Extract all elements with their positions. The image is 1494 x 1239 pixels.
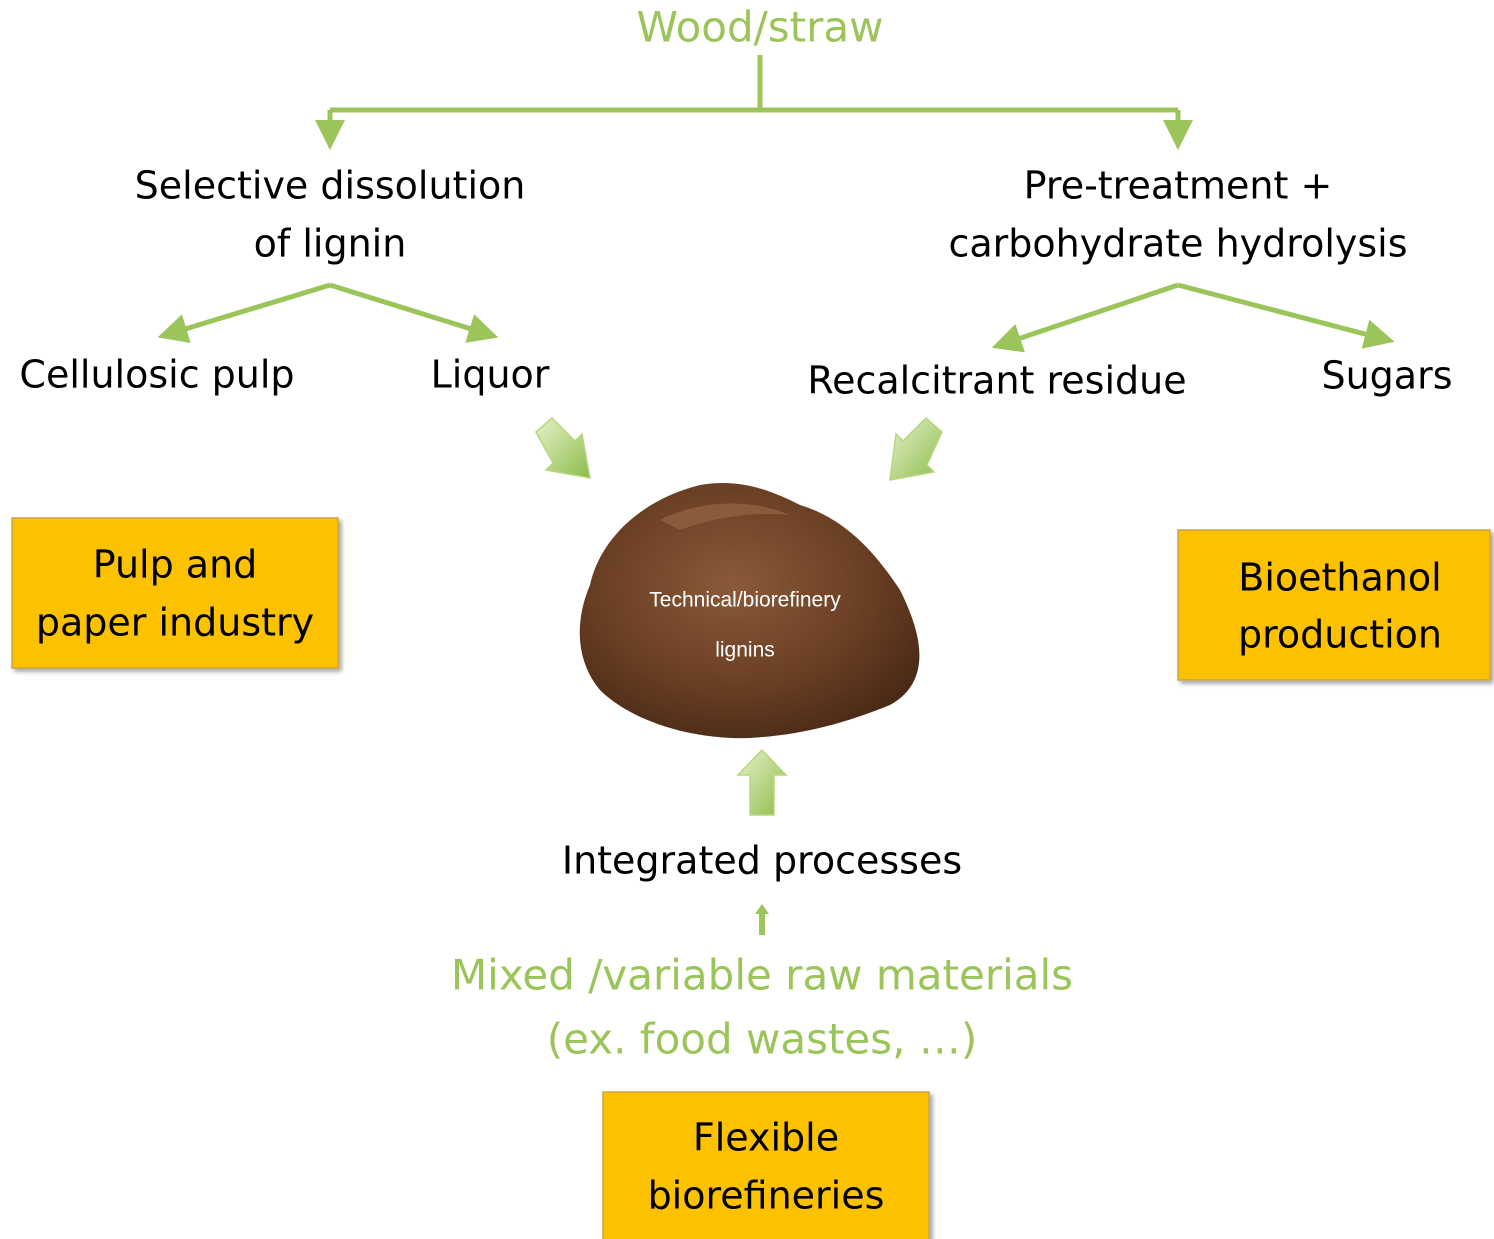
arrow [991, 282, 1179, 353]
block-arrow [736, 748, 788, 816]
center-label: lignins [715, 639, 775, 662]
arrow [157, 282, 331, 343]
lignin-powder [579, 482, 920, 739]
connector [330, 55, 1178, 113]
center-label: Technical/biorefinery [649, 589, 841, 612]
product: Liquor [431, 353, 550, 397]
flexible-box [602, 1091, 930, 1239]
integrated: Integrated processes [562, 839, 962, 883]
raw-materials: Mixed /variable raw materials [451, 951, 1073, 1000]
raw-materials: (ex. food wastes, …) [547, 1015, 977, 1064]
arrow [1177, 282, 1395, 349]
block-arrow [889, 416, 943, 481]
process: Selective dissolution [135, 164, 526, 208]
source: Wood/straw [637, 3, 884, 52]
industry-box [11, 517, 339, 669]
industry: Bioethanol [1238, 556, 1441, 600]
small-arrow [755, 904, 769, 935]
product: Cellulosic pulp [19, 353, 294, 397]
industry: Pulp and [93, 543, 258, 587]
product: Sugars [1321, 354, 1452, 398]
flexible: Flexible [693, 1116, 839, 1160]
industry: paper industry [36, 601, 314, 645]
process: Pre-treatment + [1024, 164, 1333, 208]
process: carbohydrate hydrolysis [948, 222, 1407, 266]
industry: production [1238, 613, 1442, 657]
product: Recalcitrant residue [807, 359, 1186, 403]
block-arrow [535, 416, 591, 479]
arrow [329, 282, 499, 343]
process: of lignin [254, 222, 407, 266]
flexible: biorefineries [648, 1174, 885, 1218]
industry-box [1177, 529, 1491, 681]
powder-highlight [660, 503, 790, 530]
